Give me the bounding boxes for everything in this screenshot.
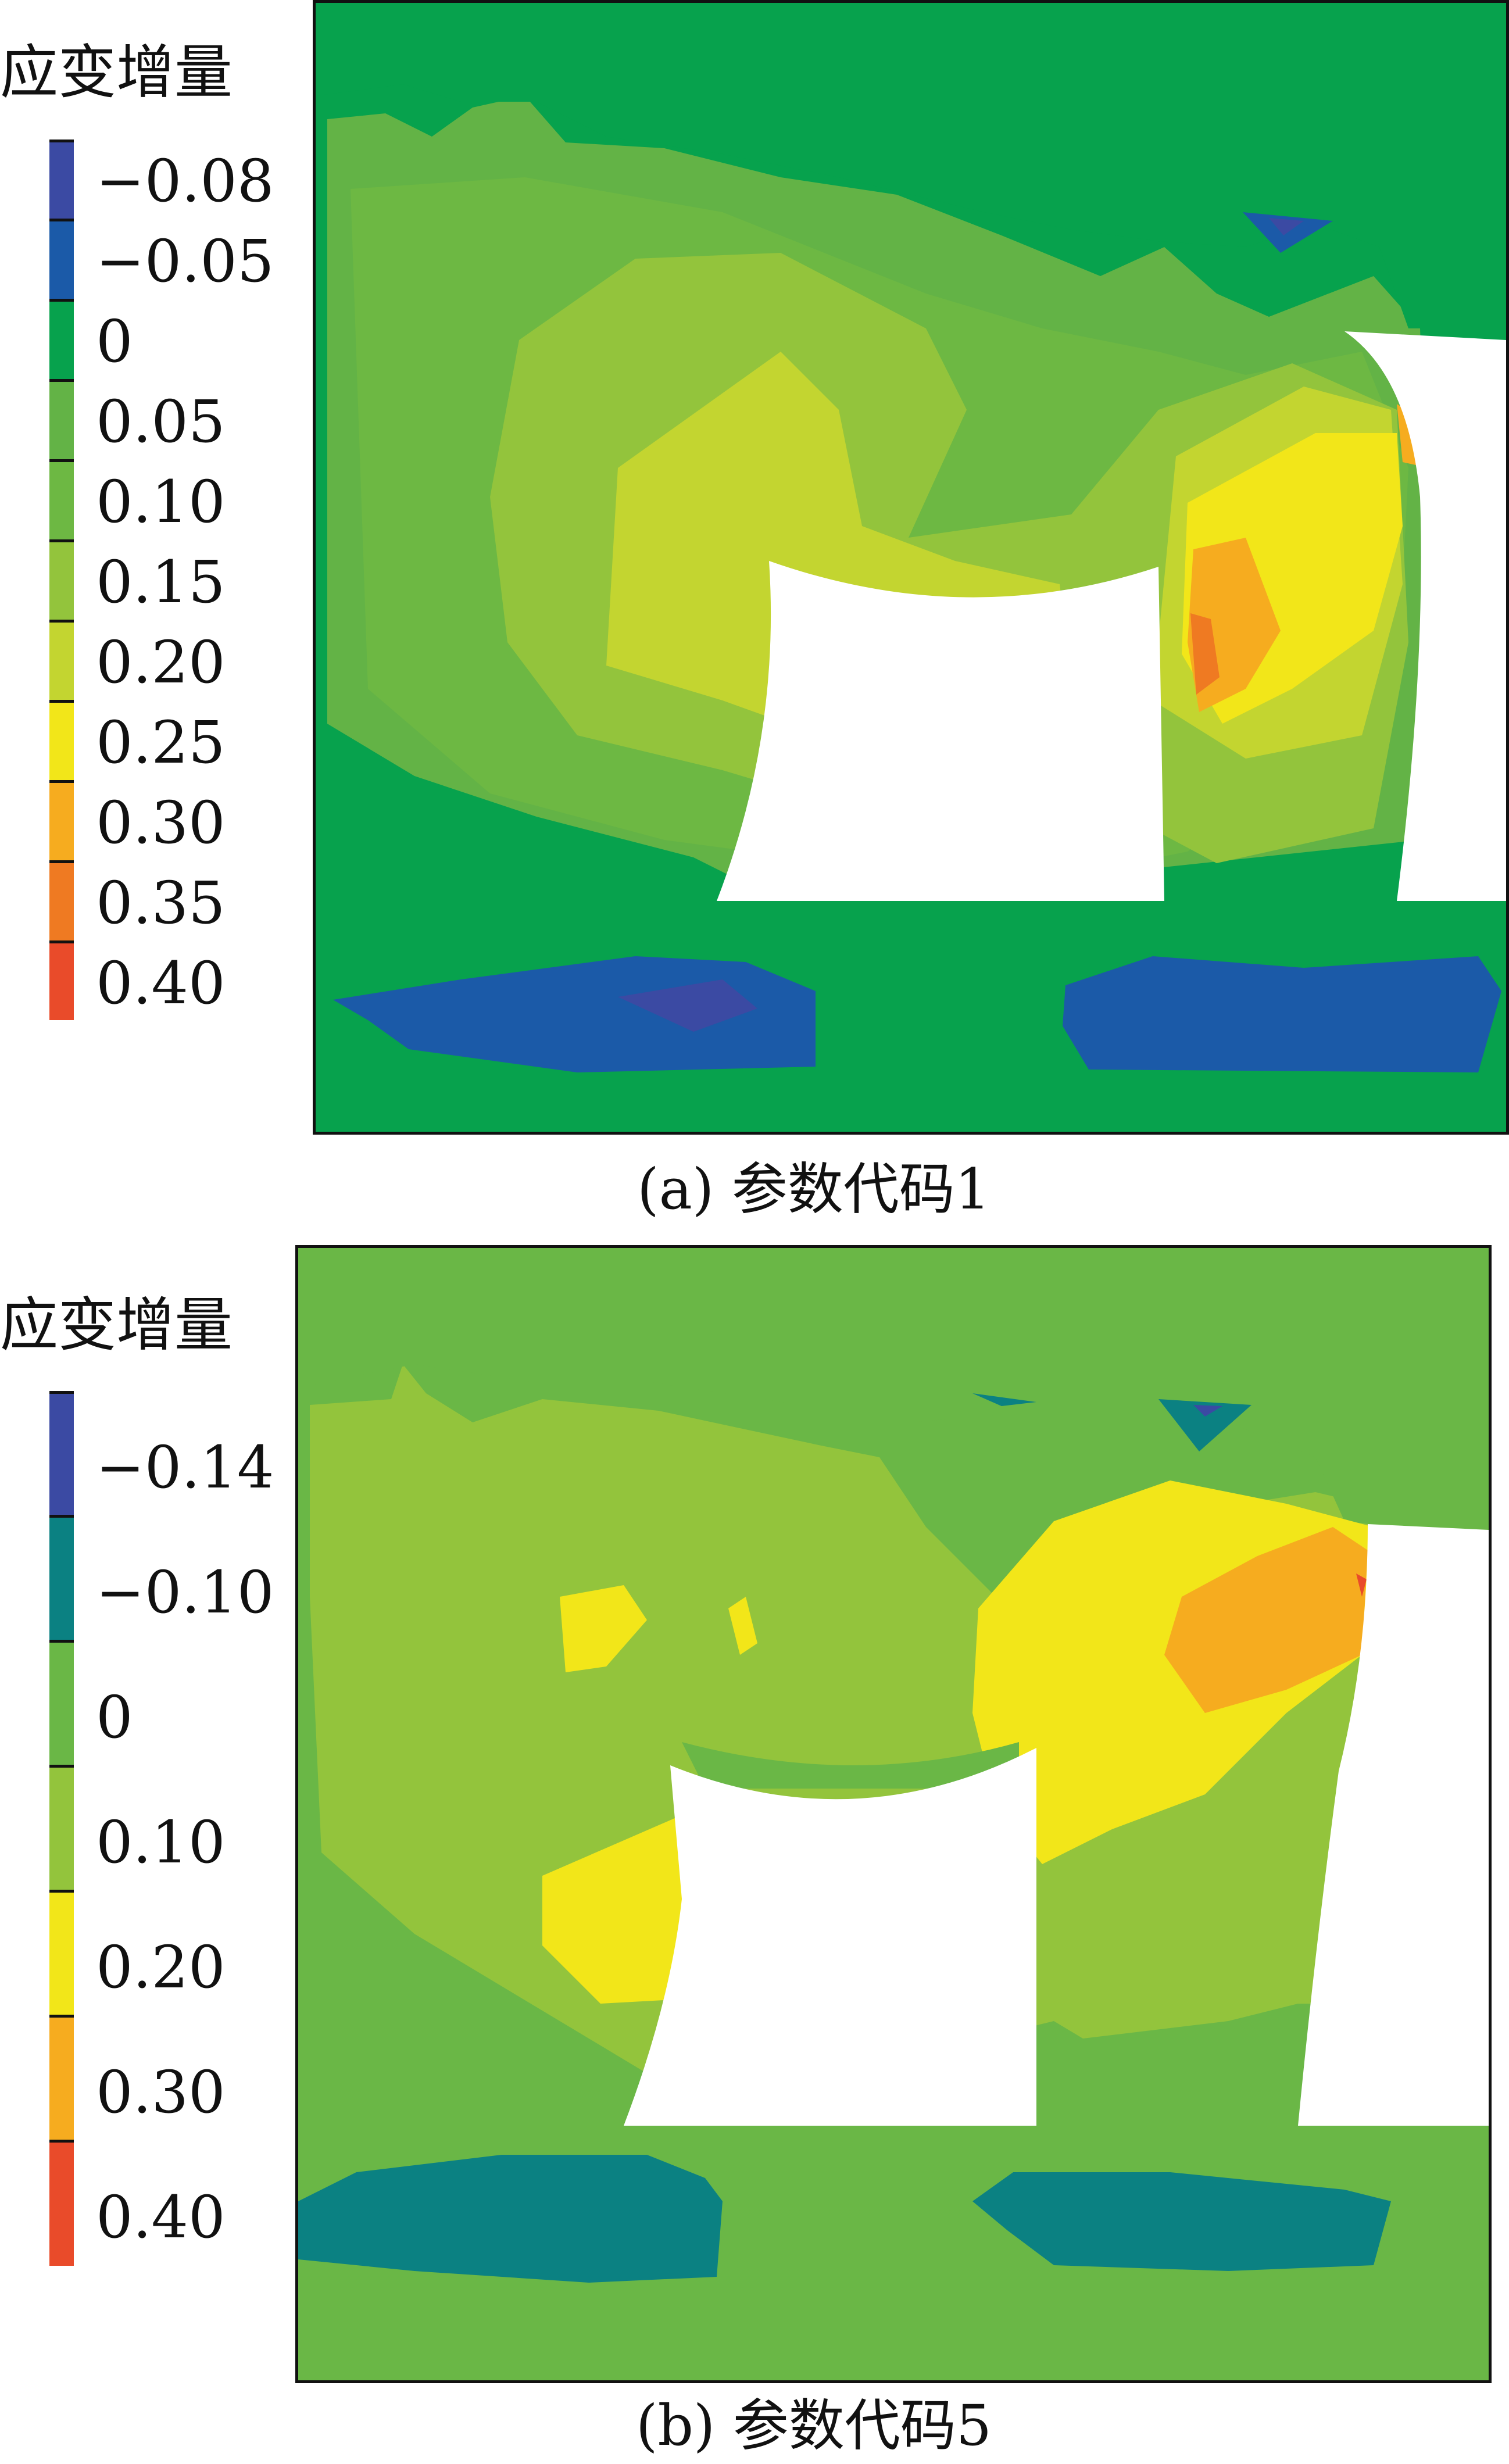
- legend-swatch-a-1: [49, 220, 74, 300]
- contour-region: [1190, 613, 1220, 695]
- legend-colorbar-b: [49, 1391, 74, 2266]
- legend-tick: [49, 1391, 74, 1394]
- legend-swatch-a-2: [49, 300, 74, 380]
- legend-label-a-0: −0.08: [96, 147, 274, 215]
- legend-swatch-b-4: [49, 1891, 74, 2016]
- legend-tick: [49, 1515, 74, 1518]
- tunnel-opening: [1298, 1524, 1489, 2126]
- caption-b: (b) 参数代码5: [636, 2393, 992, 2458]
- legend-tick: [49, 1890, 74, 1893]
- legend-swatch-b-6: [49, 2141, 74, 2266]
- contour-map-b: [298, 1248, 1489, 2380]
- legend-swatch-a-6: [49, 621, 74, 701]
- contour-region: [682, 1742, 1019, 1789]
- legend-tick: [49, 219, 74, 221]
- legend-colorbar-a: [49, 140, 74, 1020]
- legend-tick: [49, 1640, 74, 1643]
- legend-tick: [49, 1765, 74, 1768]
- legend-tick: [49, 940, 74, 943]
- contour-plot-b: [295, 1245, 1492, 2383]
- contour-region: [972, 2172, 1391, 2271]
- contour-region: [1356, 1573, 1367, 1597]
- legend-swatch-a-0: [49, 140, 74, 220]
- contour-region: [972, 1393, 1036, 1406]
- legend-label-b-4: 0.20: [96, 1933, 226, 2001]
- legend-label-b-3: 0.10: [96, 1808, 226, 1876]
- contour-region: [1269, 218, 1304, 235]
- contour-region: [298, 1248, 1489, 1539]
- legend-label-a-9: 0.35: [96, 869, 226, 937]
- legend-label-a-2: 0: [96, 307, 133, 375]
- legend-tick: [49, 780, 74, 783]
- legend-swatch-b-2: [49, 1641, 74, 1766]
- legend-swatch-b-5: [49, 2016, 74, 2141]
- legend-swatch-a-7: [49, 701, 74, 781]
- legend-tick: [49, 140, 74, 142]
- tunnel-opening: [624, 1748, 1036, 2126]
- legend-swatch-a-4: [49, 460, 74, 541]
- contour-plot-a: [313, 0, 1509, 1135]
- legend-label-a-6: 0.20: [96, 628, 226, 696]
- legend-swatch-a-8: [49, 781, 74, 861]
- legend-title-b: 应变增量: [0, 1291, 233, 1359]
- legend-label-b-5: 0.30: [96, 2058, 226, 2126]
- legend-label-b-1: −0.10: [96, 1558, 274, 1626]
- legend-label-a-1: −0.05: [96, 227, 274, 295]
- contour-region: [618, 979, 757, 1032]
- contour-region: [560, 1585, 647, 1672]
- legend-tick: [49, 379, 74, 382]
- legend-tick: [49, 539, 74, 542]
- legend-swatch-a-10: [49, 942, 74, 1020]
- legend-tick: [49, 700, 74, 703]
- legend-swatch-a-9: [49, 861, 74, 942]
- legend-label-b-2: 0: [96, 1683, 133, 1751]
- contour-map-a: [316, 3, 1506, 1132]
- legend-label-a-3: 0.05: [96, 388, 226, 456]
- legend-label-a-8: 0.30: [96, 789, 226, 857]
- legend-swatch-a-5: [49, 541, 74, 621]
- legend-tick: [49, 620, 74, 623]
- legend-label-a-7: 0.25: [96, 709, 226, 777]
- caption-a: (a) 参数代码1: [637, 1157, 990, 1222]
- legend-label-a-5: 0.15: [96, 548, 226, 616]
- legend-tick: [49, 860, 74, 863]
- contour-region: [1193, 1405, 1222, 1417]
- legend-swatch-a-3: [49, 380, 74, 460]
- legend-swatch-b-3: [49, 1766, 74, 1891]
- contour-region: [1063, 956, 1501, 1072]
- legend-label-b-0: −0.14: [96, 1433, 274, 1501]
- tunnel-opening: [717, 561, 1164, 901]
- legend-title-a: 应变增量: [0, 38, 233, 106]
- legend-tick: [49, 459, 74, 462]
- legend-label-a-4: 0.10: [96, 468, 226, 536]
- contour-region: [1164, 1527, 1368, 1713]
- legend-tick: [49, 2140, 74, 2143]
- legend-label-a-10: 0.40: [96, 949, 226, 1017]
- legend-tick: [49, 299, 74, 302]
- contour-region: [1158, 1399, 1251, 1451]
- tunnel-opening: [1344, 331, 1506, 901]
- legend-swatch-b-1: [49, 1516, 74, 1641]
- legend-swatch-b-0: [49, 1391, 74, 1516]
- panel-a: 应变增量 −0.08 −0.05 0 0.05 0.10 0.15 0.20 0…: [0, 0, 1509, 1222]
- legend-label-b-6: 0.40: [96, 2183, 226, 2251]
- panel-b: 应变增量 −0.14 −0.10 0 0.10 0.20 0.30 0.40: [0, 1238, 1509, 2464]
- contour-region: [298, 2155, 723, 2283]
- contour-region: [1243, 212, 1333, 253]
- contour-region: [316, 3, 1506, 328]
- contour-region: [728, 1597, 757, 1655]
- legend-tick: [49, 2015, 74, 2018]
